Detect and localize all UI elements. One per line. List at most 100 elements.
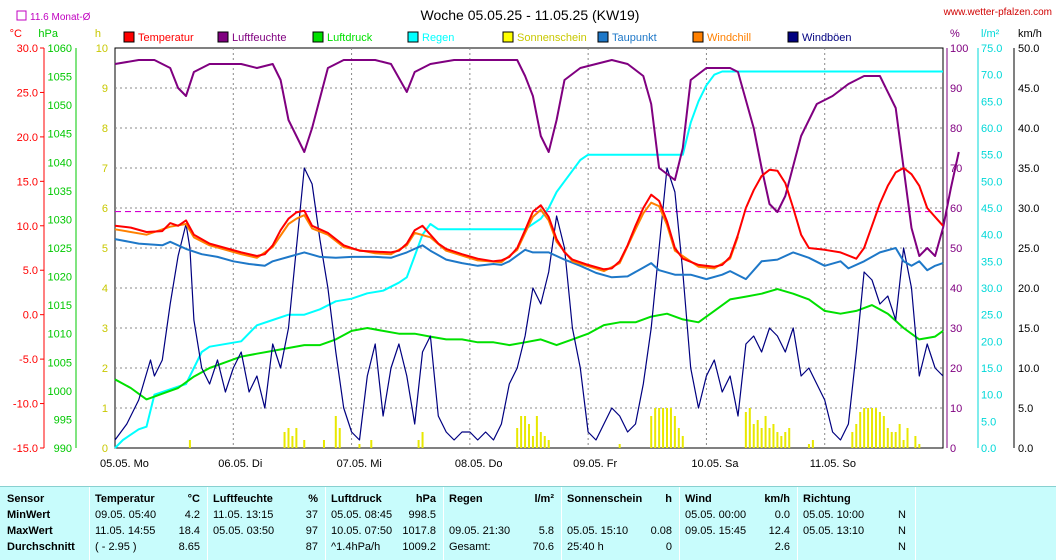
axis-tick-label: 50.0 bbox=[1018, 43, 1039, 55]
sunshine-bar bbox=[188, 440, 191, 448]
stats-header-rain: Regen bbox=[449, 493, 483, 505]
stats-cell-dir_time: 05.05. 13:10 bbox=[803, 525, 865, 537]
sunshine-bar bbox=[666, 408, 668, 448]
sunshine-bar bbox=[535, 416, 538, 448]
stats-cell-press_val: 1009.2 bbox=[402, 541, 436, 553]
stats-cell-wind_val: 0.0 bbox=[774, 509, 790, 521]
axis-tick-label: 1040 bbox=[48, 157, 72, 169]
axis-tick-label: 0 bbox=[102, 443, 108, 455]
stats-header-sensor: Sensor bbox=[7, 493, 45, 505]
stats-cell-temp_time: 11.05. 14:55 bbox=[95, 525, 156, 537]
axis-tick-label: 30.0 bbox=[981, 283, 1002, 295]
axis-tick-label: 10 bbox=[96, 43, 108, 55]
stats-header-pressure: Luftdruck bbox=[331, 493, 382, 505]
sunshine-bar bbox=[677, 428, 680, 448]
sunshine-bar bbox=[370, 440, 373, 448]
axis-tick-label: 10 bbox=[950, 403, 962, 415]
axis-tick-label: 0.0 bbox=[1018, 443, 1033, 455]
stats-cell-rain_val: 5.8 bbox=[538, 525, 554, 537]
sunshine-bar bbox=[788, 428, 791, 448]
sunshine-bar bbox=[358, 444, 361, 448]
axis-tick-label: 10.0 bbox=[1018, 363, 1039, 375]
axis-tick-label: 40.0 bbox=[981, 230, 1002, 242]
axis-tick-label: 20.0 bbox=[1018, 283, 1039, 295]
column-divider bbox=[443, 487, 444, 560]
axis-tick-label: 9 bbox=[102, 83, 108, 95]
stats-cell-dir_val: N bbox=[898, 541, 906, 553]
stats-cell-sun_time: 25:40 h bbox=[567, 541, 604, 553]
stats-header-humidity-unit: % bbox=[308, 493, 318, 505]
x-tick-label: 08.05. Do bbox=[455, 458, 503, 470]
sunshine-bar bbox=[283, 432, 286, 448]
legend-swatch bbox=[312, 31, 324, 43]
sunshine-bar bbox=[894, 432, 897, 448]
sunshine-bar bbox=[851, 432, 854, 448]
stats-cell-wind_time: 05.05. 00:00 bbox=[685, 509, 747, 521]
axis-tick-label: 0.0 bbox=[23, 310, 38, 322]
stats-cell-hum_val: 37 bbox=[305, 509, 318, 521]
stats-cell-wind_val: 12.4 bbox=[768, 525, 790, 537]
axis-tick-label: 25.0 bbox=[981, 310, 1002, 322]
axis-tick-label: 15.0 bbox=[981, 363, 1002, 375]
axis-tick-label: 10.0 bbox=[17, 221, 38, 233]
axis-tick-label: 90 bbox=[950, 83, 962, 95]
legend-label: Windböen bbox=[802, 32, 852, 44]
chart-axes: °C30.025.020.015.010.05.00.0-5.0-10.0-15… bbox=[10, 28, 1042, 455]
stats-cell-dir_val: N bbox=[898, 525, 906, 537]
axis-tick-label: 5 bbox=[102, 243, 108, 255]
sunshine-bar bbox=[871, 408, 874, 448]
axis-tick-label: 1000 bbox=[48, 386, 72, 398]
column-divider bbox=[89, 487, 90, 560]
series-line-windböen bbox=[114, 167, 944, 441]
axis-tick-label: 30.0 bbox=[17, 43, 38, 55]
axis-tick-label: 1 bbox=[102, 403, 108, 415]
chart-series bbox=[114, 59, 960, 449]
axis-tick-label: -10.0 bbox=[13, 399, 38, 411]
axis-tick-label: 55.0 bbox=[981, 150, 1002, 162]
stats-cell-sun_val: 0.08 bbox=[650, 525, 672, 537]
axis-tick-label: 1005 bbox=[48, 357, 72, 369]
axis-tick-label: 1025 bbox=[48, 243, 72, 255]
website-link[interactable]: www.wetter-pfalzen.com bbox=[943, 7, 1052, 18]
axis-tick-label: 30.0 bbox=[1018, 203, 1039, 215]
axis-tick-label: 1050 bbox=[48, 100, 72, 112]
axis-tick-label: 1030 bbox=[48, 214, 72, 226]
stats-header-rain-unit: l/m² bbox=[534, 493, 554, 505]
stats-cell-hum_time: 05.05. 03:50 bbox=[213, 525, 275, 537]
axis-tick-label: -5.0 bbox=[19, 354, 38, 366]
sunshine-bar bbox=[303, 440, 306, 448]
axis-tick-label: 995 bbox=[54, 414, 72, 426]
sunshine-bar bbox=[863, 408, 866, 448]
sunshine-bar bbox=[618, 444, 621, 448]
axis-unit-temperature: °C bbox=[10, 28, 22, 40]
stats-header-wind: Wind bbox=[685, 493, 712, 505]
axis-unit-wind: km/h bbox=[1018, 28, 1042, 40]
sunshine-bar bbox=[662, 408, 665, 448]
legend-label: Luftdruck bbox=[327, 32, 373, 44]
x-axis-labels: 05.05. Mo 06.05. Di 07.05. Mi 08.05. Do 09.0… bbox=[100, 458, 856, 470]
x-tick-label: 11.05. So bbox=[810, 458, 856, 470]
weather-chart: Woche 05.05.25 - 11.05.25 (KW19) www.wet… bbox=[9, 7, 1052, 470]
column-divider bbox=[325, 487, 326, 560]
stats-cell-label: Durchschnitt bbox=[7, 541, 75, 553]
series-line-regen bbox=[114, 70, 943, 449]
axis-tick-label: 0.0 bbox=[981, 443, 996, 455]
axis-tick-label: 6 bbox=[102, 203, 108, 215]
stats-cell-press_val: 998.5 bbox=[408, 509, 436, 521]
axis-tick-label: 5.0 bbox=[23, 265, 38, 277]
stats-header-wind-unit: km/h bbox=[764, 493, 790, 505]
sunshine-bar bbox=[673, 416, 676, 448]
legend-swatch bbox=[217, 31, 229, 43]
sunshine-bar bbox=[291, 436, 294, 448]
stats-header-sunshine: Sonnenschein bbox=[567, 493, 643, 505]
axis-tick-label: 2 bbox=[102, 363, 108, 375]
stats-cell-rain_val: 70.6 bbox=[532, 541, 554, 553]
stats-header-temperature: Temperatur bbox=[95, 493, 155, 505]
stats-header-direction: Richtung bbox=[803, 493, 851, 505]
sunshine-bar bbox=[874, 408, 877, 448]
sunshine-bar bbox=[531, 436, 534, 448]
axis-unit-humidity: % bbox=[950, 28, 960, 40]
stats-cell-temp_val: 4.2 bbox=[184, 509, 200, 521]
axis-tick-label: 50 bbox=[950, 243, 962, 255]
monthly-avg-legend-icon bbox=[16, 10, 27, 21]
